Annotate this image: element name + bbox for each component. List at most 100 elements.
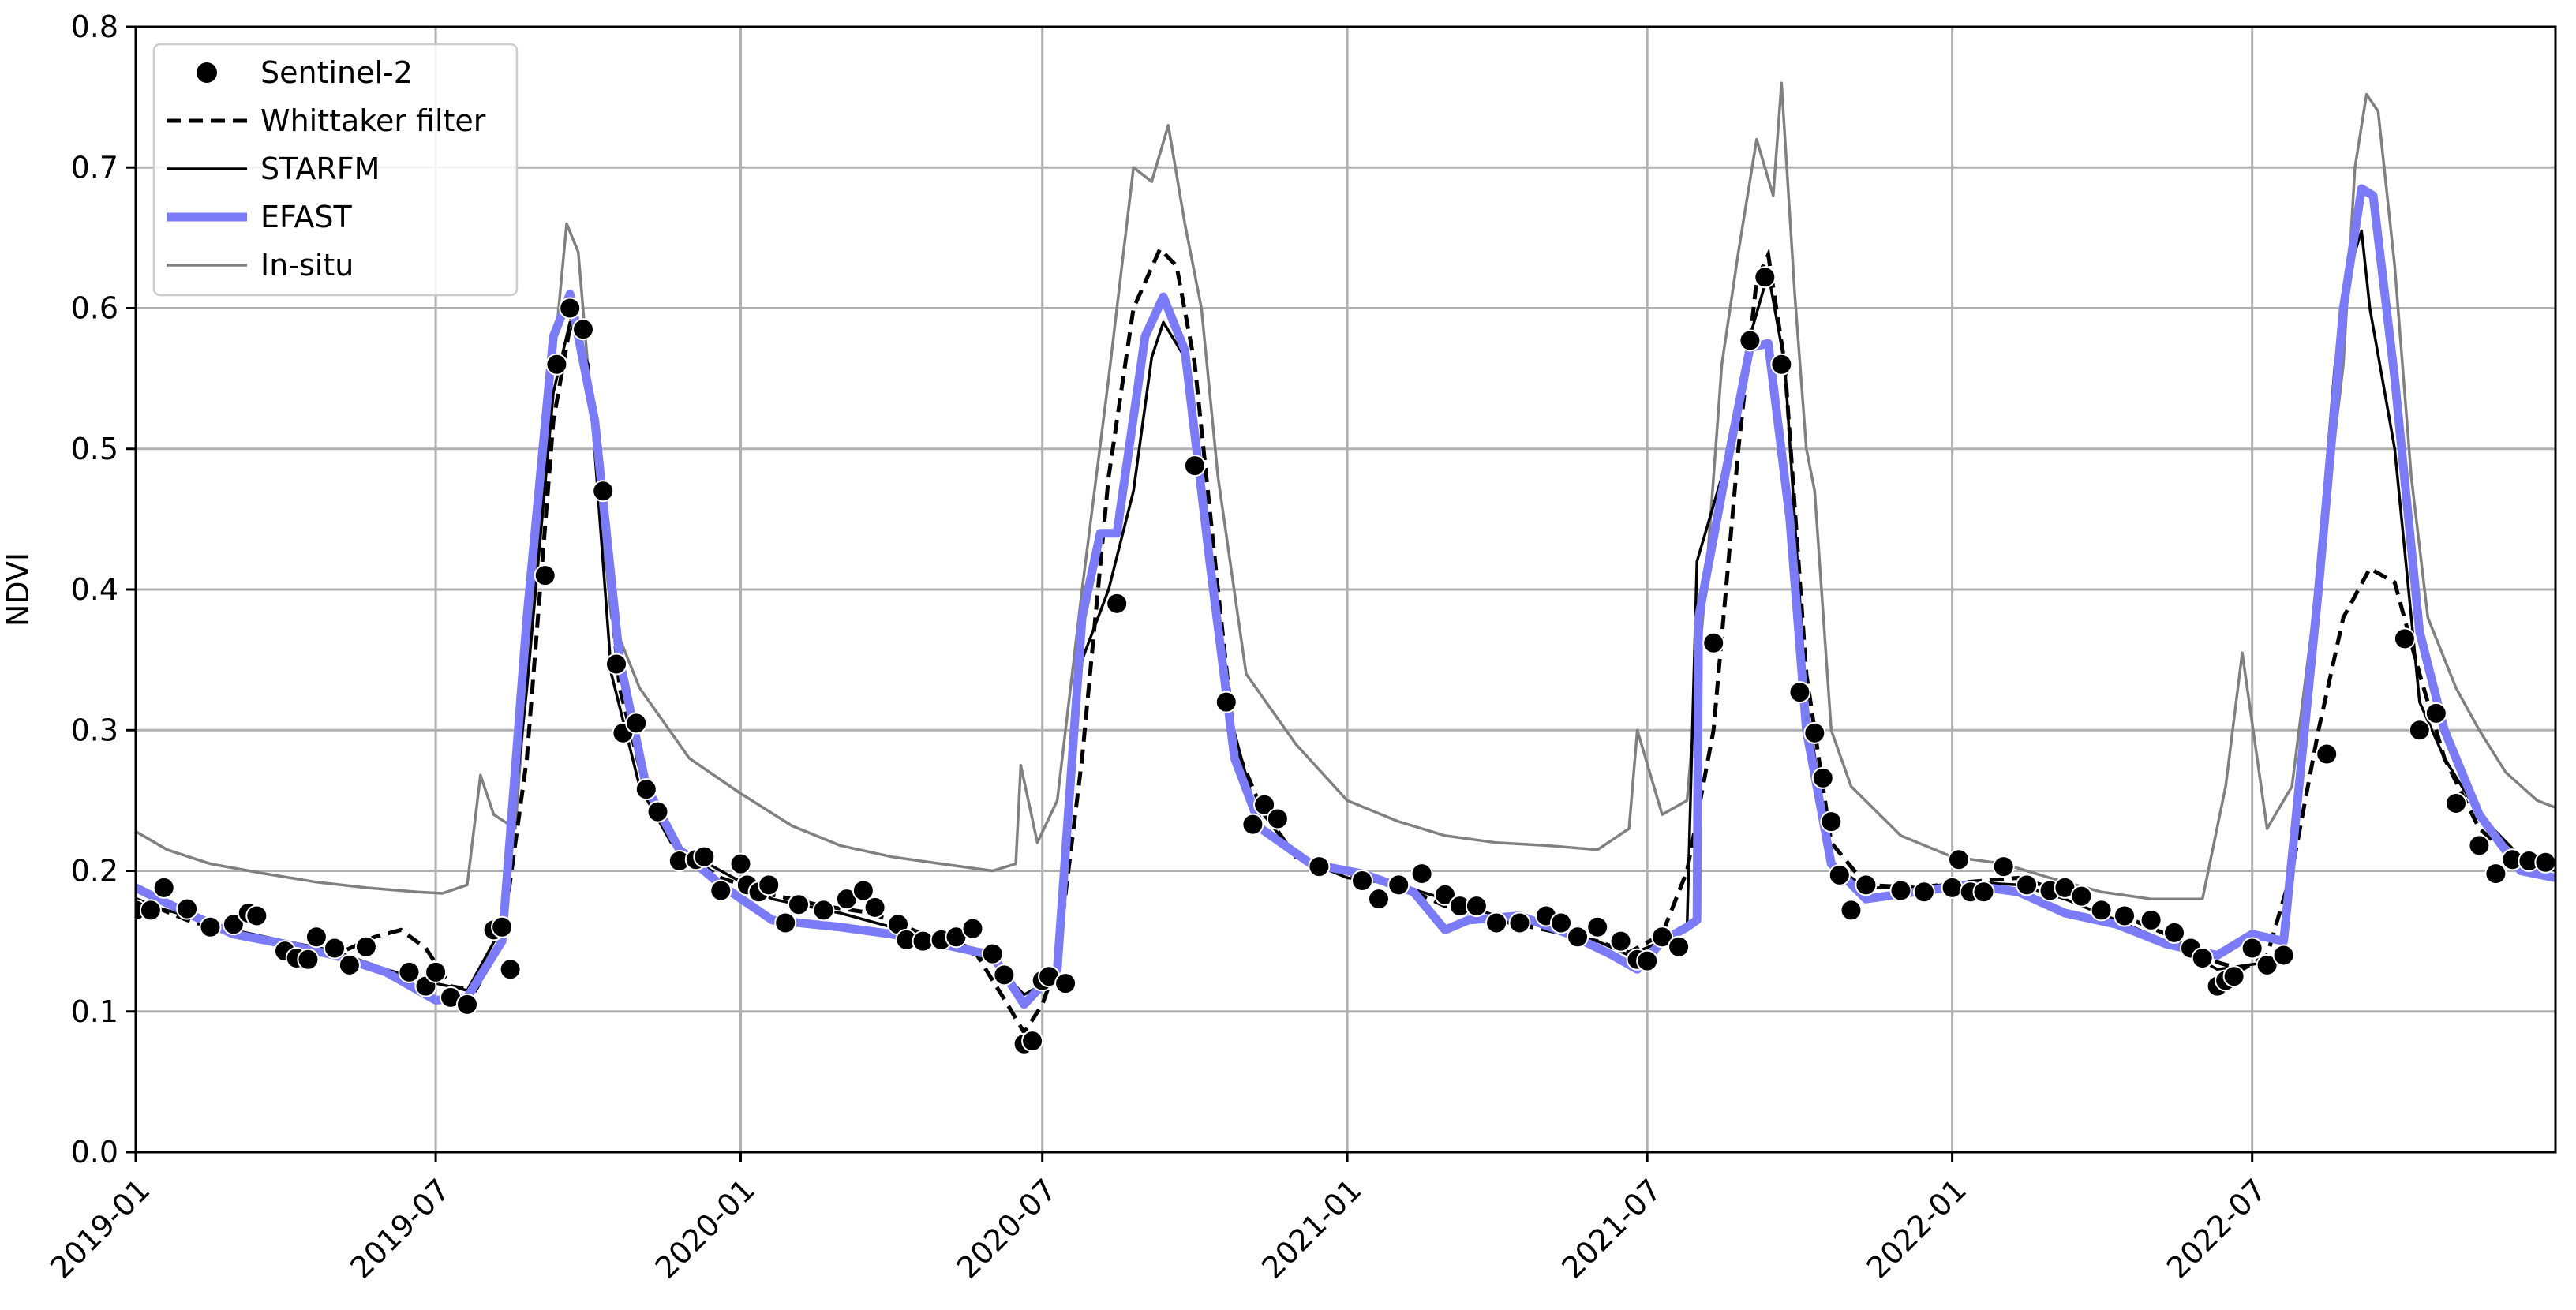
data-point — [1215, 691, 1237, 713]
data-point — [635, 778, 657, 801]
legend-entry: In-situ — [167, 248, 354, 283]
data-point — [605, 653, 627, 676]
data-point — [1410, 863, 1433, 885]
data-point — [1308, 855, 1331, 878]
series-area — [136, 81, 2555, 1055]
data-point — [1567, 926, 1589, 949]
data-point — [1941, 876, 1964, 899]
data-point — [646, 800, 669, 823]
data-point — [729, 852, 752, 875]
data-point — [993, 964, 1016, 986]
data-point — [499, 958, 522, 981]
data-point — [1636, 949, 1659, 972]
legend-entry: Whittaker filter — [167, 103, 486, 138]
data-point — [1351, 869, 1373, 892]
data-point — [1183, 455, 1206, 477]
data-point — [1387, 874, 1410, 896]
data-point — [2256, 953, 2278, 976]
data-point — [1803, 721, 1826, 744]
data-point — [1609, 930, 1632, 953]
data-point — [1651, 926, 1674, 949]
legend-entry: Sentinel-2 — [197, 55, 413, 90]
data-point — [2445, 792, 2467, 814]
data-point — [456, 993, 478, 1016]
data-point — [2468, 834, 2491, 857]
data-point — [2140, 908, 2162, 931]
y-tick-label: 0.3 — [71, 713, 118, 747]
data-point — [222, 913, 245, 936]
data-point — [152, 876, 175, 899]
data-point — [961, 917, 984, 940]
legend-entry: EFAST — [167, 200, 352, 234]
data-point — [1972, 881, 1995, 904]
data-point — [1586, 915, 1609, 938]
data-point — [1948, 848, 1970, 871]
data-point — [1550, 911, 1572, 934]
data-point — [2163, 921, 2185, 944]
data-point — [2222, 965, 2245, 988]
data-point — [572, 318, 594, 341]
data-point — [338, 953, 361, 976]
data-point — [592, 480, 615, 503]
data-point — [1739, 329, 1762, 352]
data-point — [981, 942, 1004, 965]
data-point — [1266, 807, 1289, 830]
data-point — [176, 897, 199, 920]
data-point — [1828, 863, 1851, 886]
legend-box — [152, 43, 519, 297]
y-tick-label: 0.7 — [71, 150, 118, 185]
data-point — [788, 893, 810, 916]
data-point — [1912, 881, 1935, 904]
data-point — [852, 879, 874, 902]
data-point — [545, 353, 568, 376]
data-point — [1253, 793, 1276, 816]
data-point — [2016, 874, 2039, 896]
data-point — [2272, 944, 2295, 967]
series-sentinel-2 — [136, 266, 2555, 1055]
legend-label: Sentinel-2 — [260, 55, 413, 90]
y-tick-label: 0.5 — [71, 432, 118, 466]
data-point — [2090, 899, 2113, 922]
legend-label: STARFM — [260, 152, 380, 186]
legend-label: In-situ — [260, 248, 354, 283]
data-point — [1889, 879, 1912, 902]
data-point — [2070, 885, 2093, 908]
data-point — [1992, 855, 2015, 878]
legend-label: Whittaker filter — [260, 103, 486, 138]
y-tick-label: 0.1 — [71, 994, 118, 1029]
data-point — [398, 960, 421, 983]
data-point — [1241, 813, 1264, 836]
data-point — [2241, 937, 2263, 960]
data-point — [425, 960, 447, 983]
data-point — [2316, 743, 2338, 765]
data-point — [693, 845, 716, 868]
data-point — [245, 904, 268, 927]
data-point — [1702, 631, 1725, 654]
data-point — [2408, 719, 2431, 742]
data-point — [1434, 883, 1456, 906]
data-point — [1855, 874, 1878, 896]
data-point — [1465, 895, 1488, 918]
data-point — [2534, 851, 2555, 874]
legend: Sentinel-2 Whittaker filter STARFM EFAST In-… — [152, 43, 519, 297]
data-point — [710, 879, 732, 902]
data-point — [199, 915, 222, 938]
data-point — [324, 937, 346, 960]
data-point — [912, 930, 934, 953]
data-point — [1668, 935, 1690, 958]
data-point — [625, 712, 648, 735]
data-point — [2114, 904, 2136, 927]
data-point — [1485, 911, 1508, 934]
y-tick-label: 0.8 — [71, 9, 118, 44]
data-point — [758, 874, 781, 896]
y-tick-label: 0.2 — [71, 854, 118, 889]
data-point — [297, 948, 320, 971]
data-point — [1754, 266, 1777, 289]
y-tick-label: 0.4 — [71, 572, 118, 607]
data-point — [1021, 1030, 1044, 1053]
data-point — [491, 915, 514, 938]
legend-entry: STARFM — [167, 152, 380, 186]
legend-label: EFAST — [260, 200, 352, 234]
